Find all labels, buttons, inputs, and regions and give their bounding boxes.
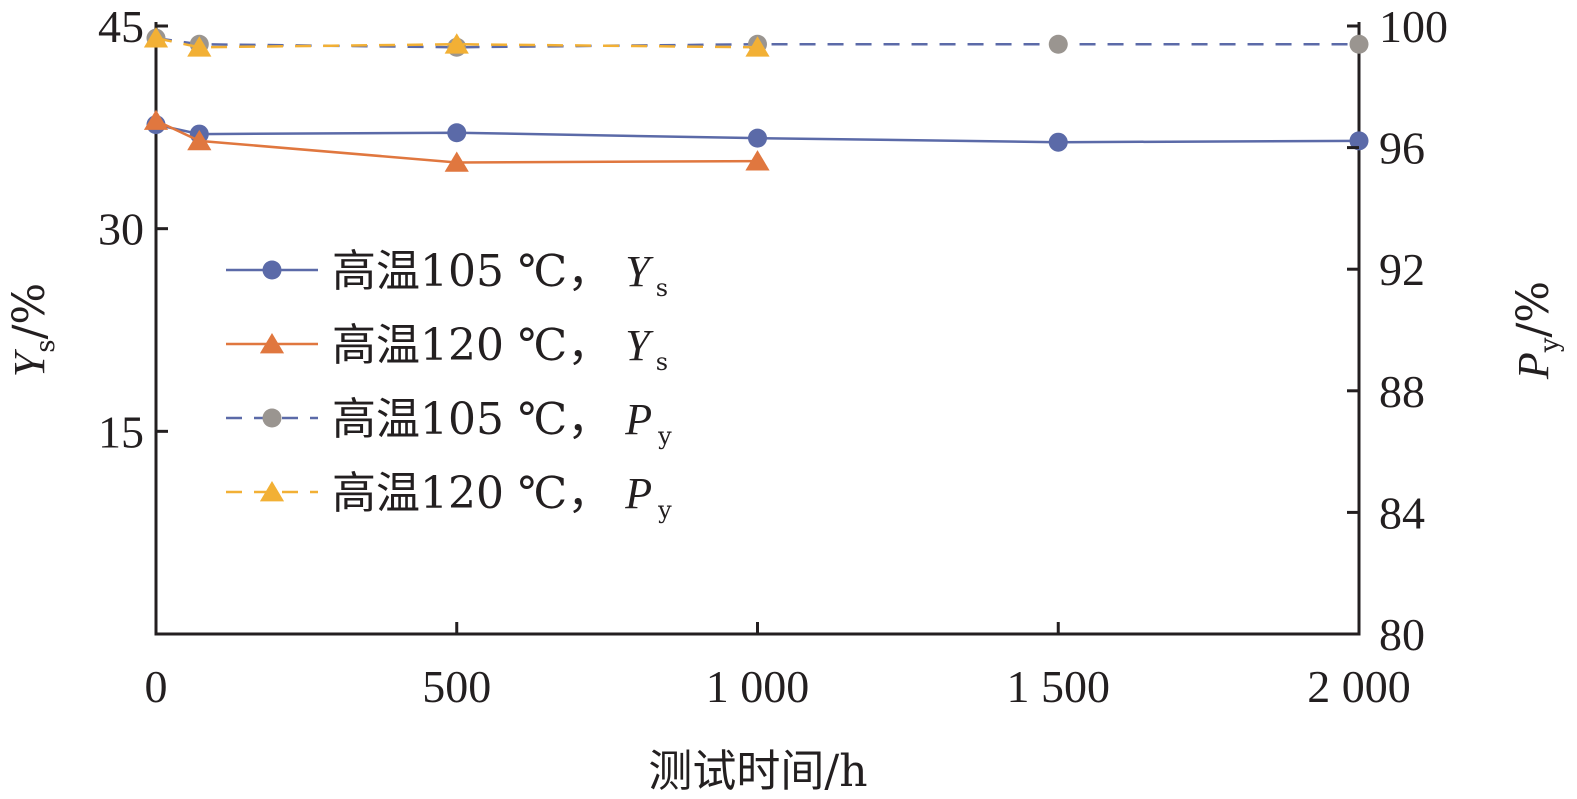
- y-left-tick-label: 45: [98, 1, 144, 52]
- legend-marker: [259, 333, 285, 354]
- y-right-tick-label: 80: [1379, 609, 1425, 660]
- series-4-point: [187, 36, 212, 57]
- series-2-point: [187, 129, 212, 151]
- series-2-line: [155, 119, 758, 164]
- series-layer: [143, 27, 1369, 172]
- y-right-tick-label: 84: [1379, 487, 1425, 538]
- y-right-tick-label: 100: [1379, 1, 1448, 52]
- y-left-title-sub: s: [31, 339, 61, 352]
- y-right-title-sub: y: [1535, 337, 1565, 353]
- series-1-point: [748, 128, 767, 148]
- y-right-tick-label: 92: [1379, 244, 1425, 295]
- svg-text:Py/%: Py/%: [1508, 281, 1565, 380]
- y-left-tick-label: 15: [98, 406, 144, 457]
- legend-marker: [259, 481, 285, 502]
- series-4: [143, 27, 770, 57]
- series-4-point: [444, 33, 469, 54]
- series-1-point: [1048, 132, 1068, 152]
- x-tick-label: 1 500: [1007, 661, 1111, 712]
- series-2-point: [444, 151, 469, 172]
- series-1-point: [447, 123, 467, 143]
- x-tick-label: 2 000: [1307, 661, 1411, 712]
- series-2-point: [143, 109, 169, 130]
- series-1-point: [1349, 131, 1369, 151]
- x-tick-label: 500: [422, 661, 491, 712]
- y-right-title-suffix: /%: [1508, 281, 1559, 338]
- y-left-title-suffix: /%: [4, 283, 55, 340]
- legend-marker: [262, 408, 282, 428]
- series-2: [143, 109, 770, 172]
- series-4-line: [155, 36, 758, 49]
- y-left-title-main: Y: [5, 348, 54, 377]
- y-left-tick-label: 30: [98, 204, 144, 255]
- y-right-tick-label: 96: [1379, 123, 1425, 174]
- y-right-tick-label: 88: [1379, 366, 1425, 417]
- y-right-title-main: P: [1509, 352, 1558, 380]
- series-1: [146, 115, 1369, 152]
- legend-marker: [262, 260, 282, 280]
- series-4-point: [745, 36, 770, 57]
- series-3-point: [1349, 34, 1369, 54]
- x-axis-title: 测试时间/h: [648, 746, 867, 797]
- svg-text:Ys/%: Ys/%: [4, 283, 61, 377]
- series-4-point: [143, 27, 169, 48]
- series-2-point: [745, 150, 770, 171]
- y-axis-left-title: Ys/%: [4, 283, 61, 377]
- ticks-layer: 0 500 1 000 1 500 2 000 15 30 45 80 84 88 92 96 100: [98, 1, 1448, 712]
- x-tick-label: 0: [145, 661, 168, 712]
- x-tick-label: 1 000: [706, 661, 810, 712]
- y-axis-right-title: Py/%: [1508, 281, 1565, 380]
- series-3-point: [1048, 34, 1068, 54]
